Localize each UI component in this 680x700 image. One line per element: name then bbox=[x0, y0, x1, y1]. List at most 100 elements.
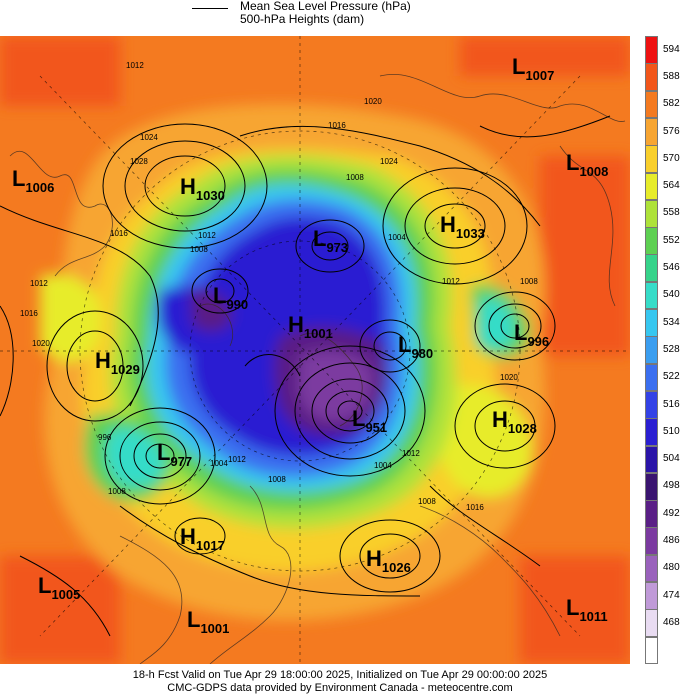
colorbar-label: 504 bbox=[663, 453, 680, 465]
low-pressure-center: L1007 bbox=[512, 54, 554, 83]
colorbar-label: 582 bbox=[663, 98, 680, 110]
legend-mslp-label: Mean Sea Level Pressure (hPa) bbox=[240, 0, 411, 13]
isobar-value-label: 1008 bbox=[346, 173, 364, 182]
isobar-value-label: 1028 bbox=[130, 157, 148, 166]
high-pressure-center: H1028 bbox=[492, 407, 537, 436]
colorbar-swatch bbox=[645, 172, 658, 201]
colorbar-swatch bbox=[645, 609, 658, 638]
colorbar-label: 474 bbox=[663, 589, 680, 601]
isobar-value-label: 1004 bbox=[210, 459, 228, 468]
colorbar-label: 486 bbox=[663, 535, 680, 547]
low-pressure-center: L1006 bbox=[12, 166, 54, 195]
isobar-value-label: 1024 bbox=[380, 157, 398, 166]
forecast-valid-text: 18-h Fcst Valid on Tue Apr 29 18:00:00 2… bbox=[132, 669, 548, 681]
height-field-fill bbox=[0, 36, 630, 664]
isobar-value-label: 1012 bbox=[402, 449, 420, 458]
map-svg: 1012102410281016102010161024100810041012… bbox=[0, 36, 630, 664]
isobar-value-label: 1004 bbox=[388, 233, 406, 242]
colorbar-label: 588 bbox=[663, 70, 680, 82]
colorbar-label: 552 bbox=[663, 234, 680, 246]
colorbar-swatch bbox=[645, 309, 658, 337]
colorbar-swatch bbox=[645, 227, 658, 255]
isobar-value-label: 1012 bbox=[30, 279, 48, 288]
isobar-value-label: 1008 bbox=[418, 497, 436, 506]
isobar-value-label: 996 bbox=[98, 433, 112, 442]
colorbar-swatch bbox=[645, 90, 658, 119]
map-legend: Mean Sea Level Pressure (hPa) 500-hPa He… bbox=[0, 0, 680, 36]
colorbar-label: 540 bbox=[663, 289, 680, 301]
colorbar-swatch bbox=[645, 36, 658, 64]
isobar-value-label: 1008 bbox=[190, 245, 208, 254]
colorbar-label: 594 bbox=[663, 43, 680, 55]
low-pressure-center: L1011 bbox=[566, 595, 608, 624]
isobar-value-label: 1008 bbox=[108, 487, 126, 496]
high-pressure-center: H1017 bbox=[180, 524, 225, 553]
isobar-value-label: 1020 bbox=[364, 97, 382, 106]
colorbar-swatch bbox=[645, 363, 658, 392]
colorbar-label: 516 bbox=[663, 398, 680, 410]
colorbar-swatch bbox=[645, 145, 658, 173]
low-pressure-center: L996 bbox=[514, 320, 549, 349]
high-pressure-center: H1033 bbox=[440, 212, 485, 241]
isobar-value-label: 1020 bbox=[32, 339, 50, 348]
isobar-value-label: 1012 bbox=[126, 61, 144, 70]
weather-map: 1012 1024 1028 1016 1020 1016 1024 1008 1004 1012… bbox=[0, 36, 630, 664]
low-pressure-center: L980 bbox=[398, 332, 433, 361]
colorbar-swatch bbox=[645, 472, 658, 501]
isobar-value-label: 1012 bbox=[228, 455, 246, 464]
map-footer: 18-h Fcst Valid on Tue Apr 29 18:00:00 2… bbox=[0, 669, 680, 695]
colorbar-label: 546 bbox=[663, 262, 680, 274]
colorbar-label: 576 bbox=[663, 125, 680, 137]
colorbar-swatch bbox=[645, 63, 658, 92]
isobar-value-label: 1016 bbox=[110, 229, 128, 238]
colorbar-swatch bbox=[645, 445, 658, 474]
isobar-value-label: 1016 bbox=[466, 503, 484, 512]
legend-heights-label: 500-hPa Heights (dam) bbox=[240, 12, 365, 26]
low-pressure-center: L1008 bbox=[566, 150, 608, 179]
colorbar-swatch bbox=[645, 582, 658, 610]
low-pressure-center: L1001 bbox=[187, 607, 229, 636]
colorbar-swatch bbox=[645, 390, 658, 419]
low-pressure-center: L990 bbox=[213, 283, 248, 312]
colorbar-swatch bbox=[645, 254, 658, 283]
colorbar-swatch bbox=[645, 199, 658, 228]
isobar-labels: 1012102410281016102010161024100810041012… bbox=[20, 61, 538, 512]
height-colorbar: 594 588 582 576 570 564 558 552 546 540 534 528 522 5… bbox=[643, 36, 680, 665]
colorbar-label: 564 bbox=[663, 180, 680, 192]
low-pressure-center: L1005 bbox=[38, 573, 80, 602]
colorbar-label: 510 bbox=[663, 425, 680, 437]
isobar-value-label: 1020 bbox=[500, 373, 518, 382]
low-pressure-center: L951 bbox=[352, 406, 387, 435]
isobars bbox=[0, 115, 611, 637]
colorbar-swatch bbox=[645, 554, 658, 583]
colorbar-label: 558 bbox=[663, 207, 680, 219]
colorbar-label: 528 bbox=[663, 343, 680, 355]
high-pressure-center: H1026 bbox=[366, 546, 411, 575]
isobar-value-label: 1008 bbox=[268, 475, 286, 484]
low-pressure-center: L973 bbox=[313, 226, 348, 255]
mslp-line-symbol bbox=[192, 8, 228, 9]
high-pressure-center: H1001 bbox=[288, 312, 333, 341]
high-pressure-center: H1029 bbox=[95, 348, 140, 377]
colorbar-label: 498 bbox=[663, 480, 680, 492]
lat-lon-grid bbox=[0, 36, 630, 664]
colorbar-label: 570 bbox=[663, 152, 680, 164]
colorbar-label: 492 bbox=[663, 507, 680, 519]
isobar-value-label: 1024 bbox=[140, 133, 158, 142]
isobar-value-label: 1012 bbox=[442, 277, 460, 286]
low-pressure-center: L977 bbox=[157, 440, 192, 469]
colorbar-label: 468 bbox=[663, 616, 680, 628]
pressure-centers: L1007 L1006 H1030 L1008 H1033 L973 L990 H1001 L9… bbox=[12, 54, 608, 636]
colorbar-swatch bbox=[645, 636, 658, 665]
data-credit-text: CMC-GDPS data provided by Environment Ca… bbox=[167, 682, 513, 694]
colorbar-swatch bbox=[645, 500, 658, 528]
coastlines bbox=[9, 74, 626, 664]
isobar-value-label: 1012 bbox=[198, 231, 216, 240]
colorbar-swatch bbox=[645, 527, 658, 556]
isobar-value-label: 1004 bbox=[374, 461, 392, 470]
colorbar-swatch bbox=[645, 418, 658, 446]
isobar-value-label: 1016 bbox=[328, 121, 346, 130]
colorbar-swatch bbox=[645, 336, 658, 365]
colorbar-label: 534 bbox=[663, 316, 680, 328]
colorbar-swatch bbox=[645, 281, 658, 310]
